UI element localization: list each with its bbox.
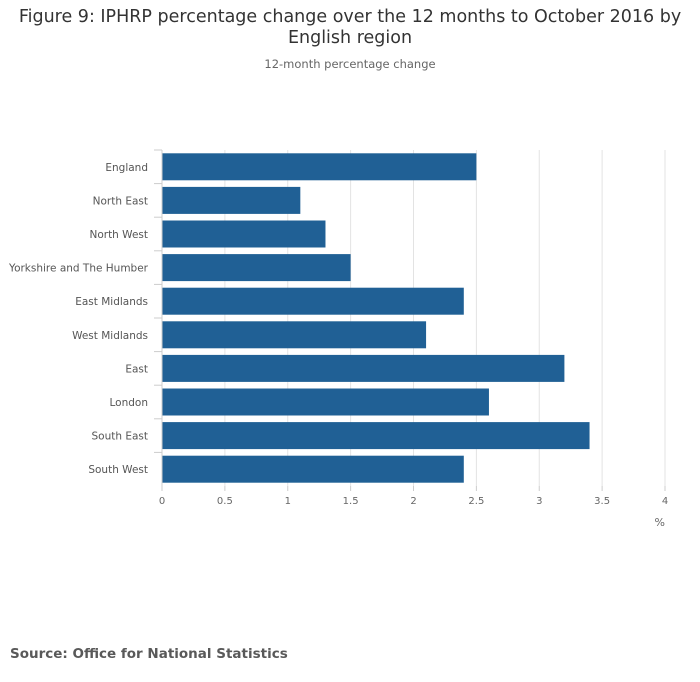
x-tick-label: 3: [536, 496, 542, 507]
x-tick-label: 0.5: [217, 496, 233, 507]
chart-title: Figure 9: IPHRP percentage change over t…: [18, 7, 682, 48]
x-tick-label: 2: [410, 496, 416, 507]
bar: [162, 186, 301, 214]
bar: [162, 455, 464, 483]
bars: [162, 153, 590, 483]
y-tick-label: South East: [91, 431, 148, 443]
axes: 0 0.5 1 1.5 2 2.5 3 3.5 4 England North East North …: [8, 149, 668, 507]
bar: [162, 254, 351, 282]
y-tick-label: North East: [93, 195, 148, 207]
chart-subtitle: 12-month percentage change: [264, 57, 436, 71]
bar: [162, 220, 326, 248]
y-tick-label: North West: [89, 229, 148, 241]
y-tick-label: South West: [88, 464, 148, 476]
y-tick-label: England: [105, 162, 148, 174]
bar: [162, 321, 427, 349]
x-axis-label: %: [655, 516, 665, 529]
y-tick-label: East: [125, 363, 148, 375]
bar: [162, 153, 477, 181]
x-tick-label: 1: [285, 496, 291, 507]
y-tick-label: London: [110, 397, 149, 409]
y-tick-label: East Midlands: [75, 296, 148, 308]
y-tick-label: Yorkshire and The Humber: [8, 263, 149, 275]
x-tick-label: 2.5: [468, 496, 484, 507]
x-tick-label: 4: [662, 496, 668, 507]
x-tick-label: 3.5: [594, 496, 610, 507]
x-tick-label: 1.5: [343, 496, 359, 507]
y-tick-label: West Midlands: [72, 330, 148, 342]
source-note: Source: Office for National Statistics: [10, 646, 288, 662]
bar: [162, 388, 489, 416]
bar: [162, 422, 590, 450]
x-tick-label: 0: [159, 496, 165, 507]
bar: [162, 354, 565, 382]
bar: [162, 287, 464, 315]
